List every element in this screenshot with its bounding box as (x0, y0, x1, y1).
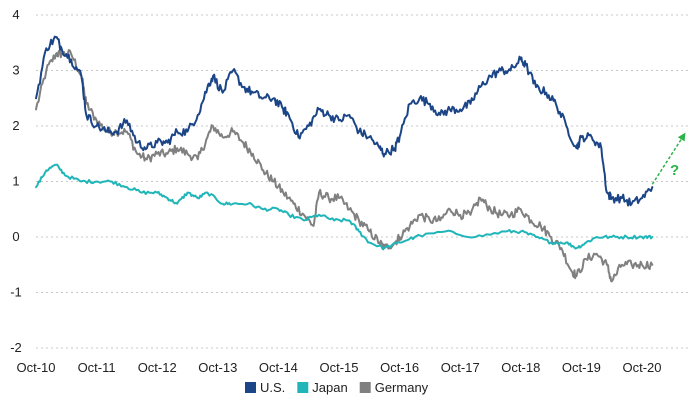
y-tick-label: 2 (12, 118, 19, 133)
x-axis-ticks: Oct-10 Oct-11 Oct-12 Oct-13 Oct-14 Oct-15 Oct-… (16, 360, 661, 375)
forecast-annotation: ? (651, 132, 686, 185)
legend-swatch (245, 382, 256, 393)
legend-swatch (359, 382, 371, 393)
legend: U.S. Japan Germany (245, 380, 429, 395)
series-line-us (35, 35, 654, 207)
gridlines (36, 14, 690, 349)
legend-label: Germany (375, 380, 429, 395)
x-tick-label: Oct-18 (501, 360, 540, 375)
y-tick-label: 3 (12, 63, 19, 78)
legend-label: U.S. (260, 380, 285, 395)
x-tick-label: Oct-12 (138, 360, 177, 375)
series-line-japan (35, 163, 654, 250)
x-tick-label: Oct-19 (562, 360, 601, 375)
y-tick-label: 1 (12, 174, 19, 189)
legend-label: Japan (312, 380, 347, 395)
y-tick-label: -1 (10, 285, 22, 300)
y-tick-label: -2 (10, 340, 22, 355)
x-tick-label: Oct-17 (441, 360, 480, 375)
series-lines (35, 35, 654, 283)
x-tick-label: Oct-15 (319, 360, 358, 375)
x-tick-label: Oct-13 (198, 360, 237, 375)
y-axis-ticks: 4 3 2 1 0 -1 -2 (10, 7, 22, 355)
x-tick-label: Oct-14 (259, 360, 298, 375)
y-tick-label: 4 (12, 7, 19, 22)
x-tick-label: Oct-10 (16, 360, 55, 375)
y-tick-label: 0 (12, 229, 19, 244)
forecast-arrow-icon (651, 132, 686, 185)
legend-swatch (297, 382, 309, 393)
x-tick-label: Oct-20 (622, 360, 661, 375)
series-line-germany (35, 49, 654, 283)
x-tick-label: Oct-16 (380, 360, 419, 375)
x-tick-label: Oct-11 (78, 360, 116, 375)
forecast-question-mark: ? (670, 162, 679, 179)
